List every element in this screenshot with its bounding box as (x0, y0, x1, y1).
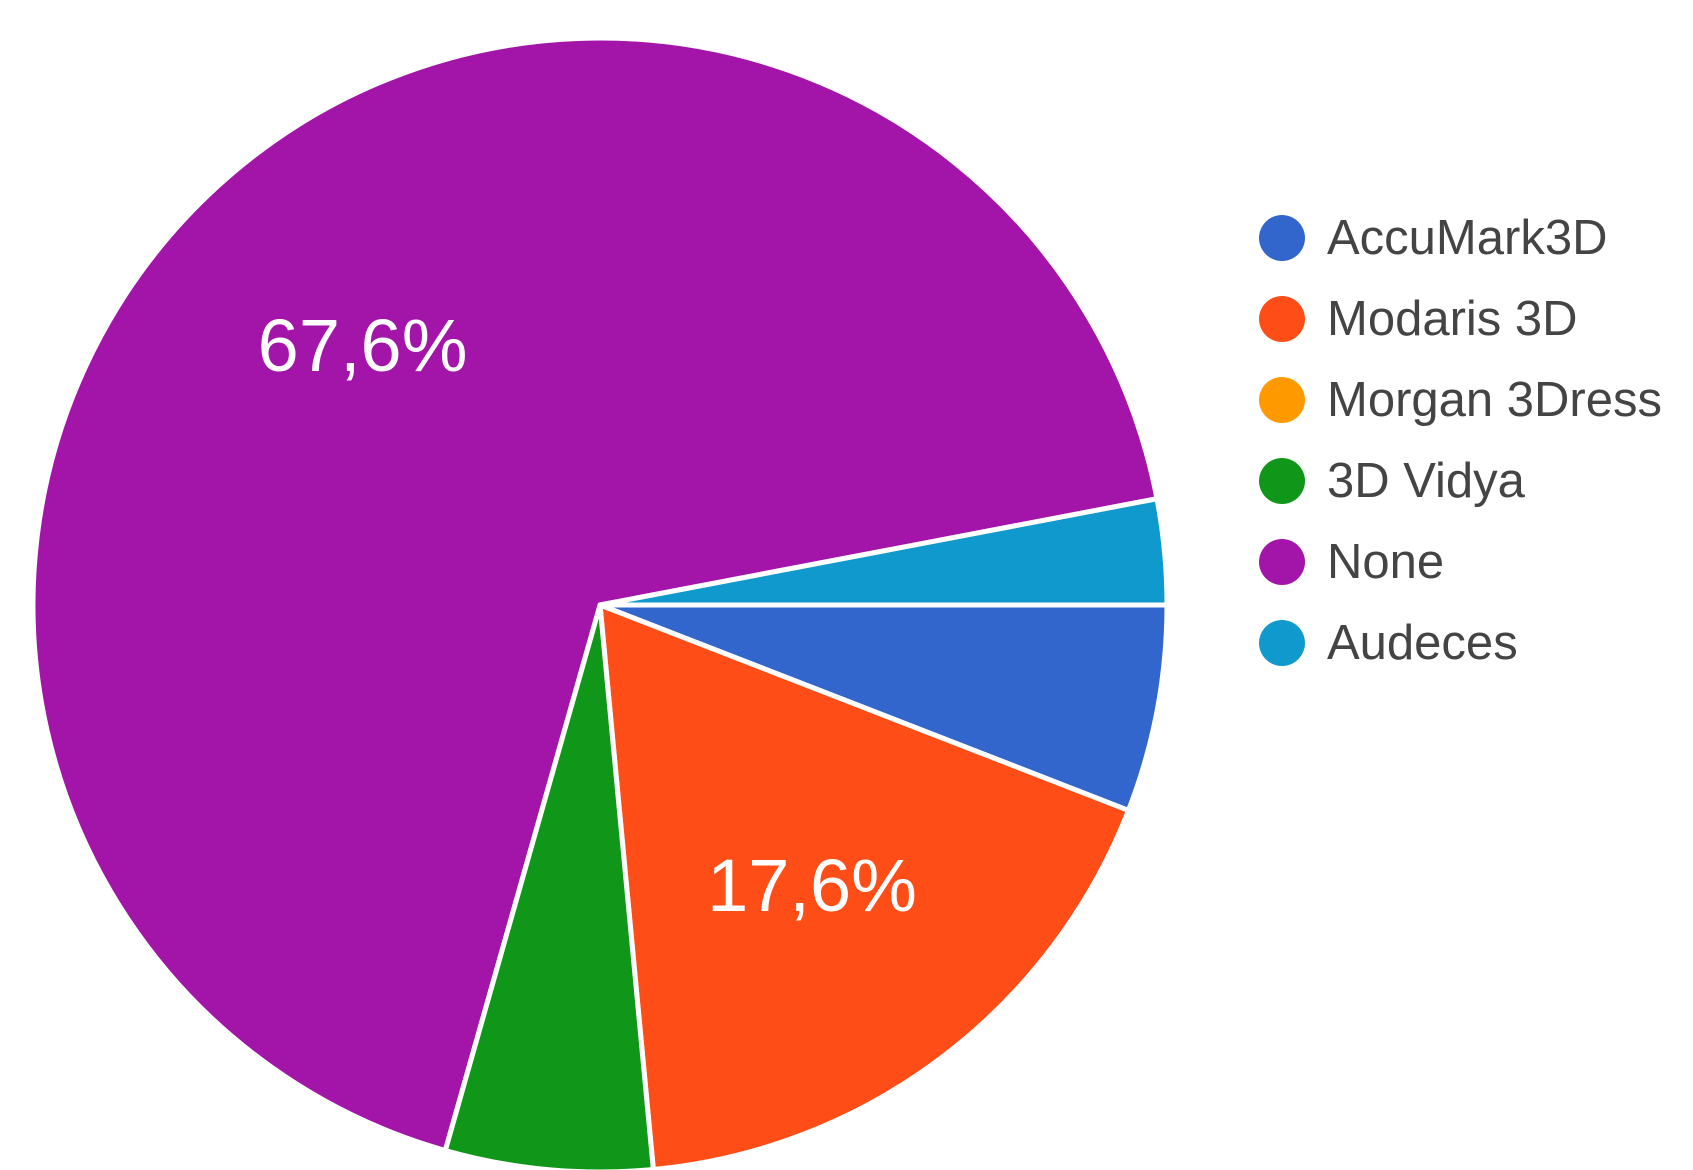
pie-slice-audeces (597, 496, 1170, 608)
legend-label-3d-vidya: 3D Vidya (1327, 454, 1526, 508)
legend-item-none: None (1259, 535, 1444, 589)
legend-item-audeces: Audeces (1259, 616, 1518, 670)
legend-swatch-audeces (1259, 620, 1305, 666)
pie-slice-accumark3d (597, 602, 1170, 813)
pie-slice-modaris-3d (597, 602, 1131, 1170)
pie-slices (30, 35, 1170, 1170)
legend-label-morgan-3dress: Morgan 3Dress (1327, 373, 1662, 427)
legend-item-accumark3d: AccuMark3D (1259, 211, 1607, 265)
legend-swatch-morgan-3dress (1259, 377, 1305, 423)
slice-label-none: 67,6% (258, 304, 468, 387)
chart-legend: AccuMark3D Modaris 3D Morgan 3Dress 3D Vidy… (1259, 211, 1662, 670)
legend-swatch-accumark3d (1259, 215, 1305, 261)
legend-label-audeces: Audeces (1327, 616, 1518, 670)
legend-swatch-none (1259, 539, 1305, 585)
legend-label-none: None (1327, 535, 1444, 589)
legend-swatch-modaris-3d (1259, 296, 1305, 342)
slice-label-modaris-3d: 17,6% (707, 844, 917, 927)
legend-item-3d-vidya: 3D Vidya (1259, 454, 1526, 508)
legend-item-morgan-3dress: Morgan 3Dress (1259, 373, 1662, 427)
legend-label-accumark3d: AccuMark3D (1327, 211, 1607, 265)
pie-slice-labels: 17,6% 67,6% (258, 304, 917, 927)
pie-slice-none (30, 35, 1160, 1153)
legend-label-modaris-3d: Modaris 3D (1327, 292, 1578, 346)
legend-item-modaris-3d: Modaris 3D (1259, 292, 1578, 346)
legend-swatch-3d-vidya (1259, 458, 1305, 504)
